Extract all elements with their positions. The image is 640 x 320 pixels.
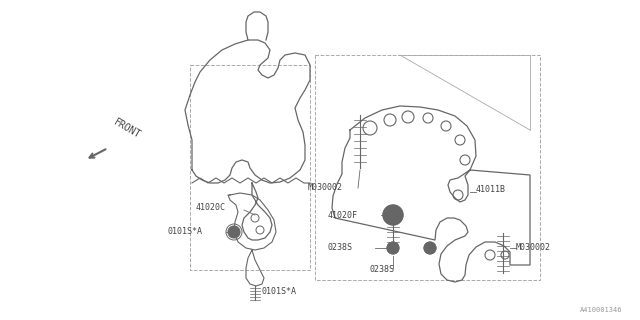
Text: 41020C: 41020C bbox=[196, 204, 226, 212]
Text: M030002: M030002 bbox=[516, 244, 551, 252]
Circle shape bbox=[383, 205, 403, 225]
Text: M030002: M030002 bbox=[308, 183, 343, 193]
Text: A410001346: A410001346 bbox=[580, 307, 623, 313]
Text: 41011B: 41011B bbox=[476, 186, 506, 195]
Circle shape bbox=[427, 245, 433, 251]
Text: 0238S: 0238S bbox=[370, 266, 395, 275]
Circle shape bbox=[228, 226, 240, 238]
Text: 41020F: 41020F bbox=[328, 211, 358, 220]
Text: 0238S: 0238S bbox=[328, 244, 353, 252]
Text: FRONT: FRONT bbox=[112, 117, 143, 140]
Circle shape bbox=[231, 229, 237, 235]
Text: 0101S*A: 0101S*A bbox=[168, 228, 203, 236]
Circle shape bbox=[424, 242, 436, 254]
Circle shape bbox=[387, 242, 399, 254]
Circle shape bbox=[388, 210, 398, 220]
Text: 0101S*A: 0101S*A bbox=[262, 287, 297, 297]
Circle shape bbox=[390, 245, 396, 251]
